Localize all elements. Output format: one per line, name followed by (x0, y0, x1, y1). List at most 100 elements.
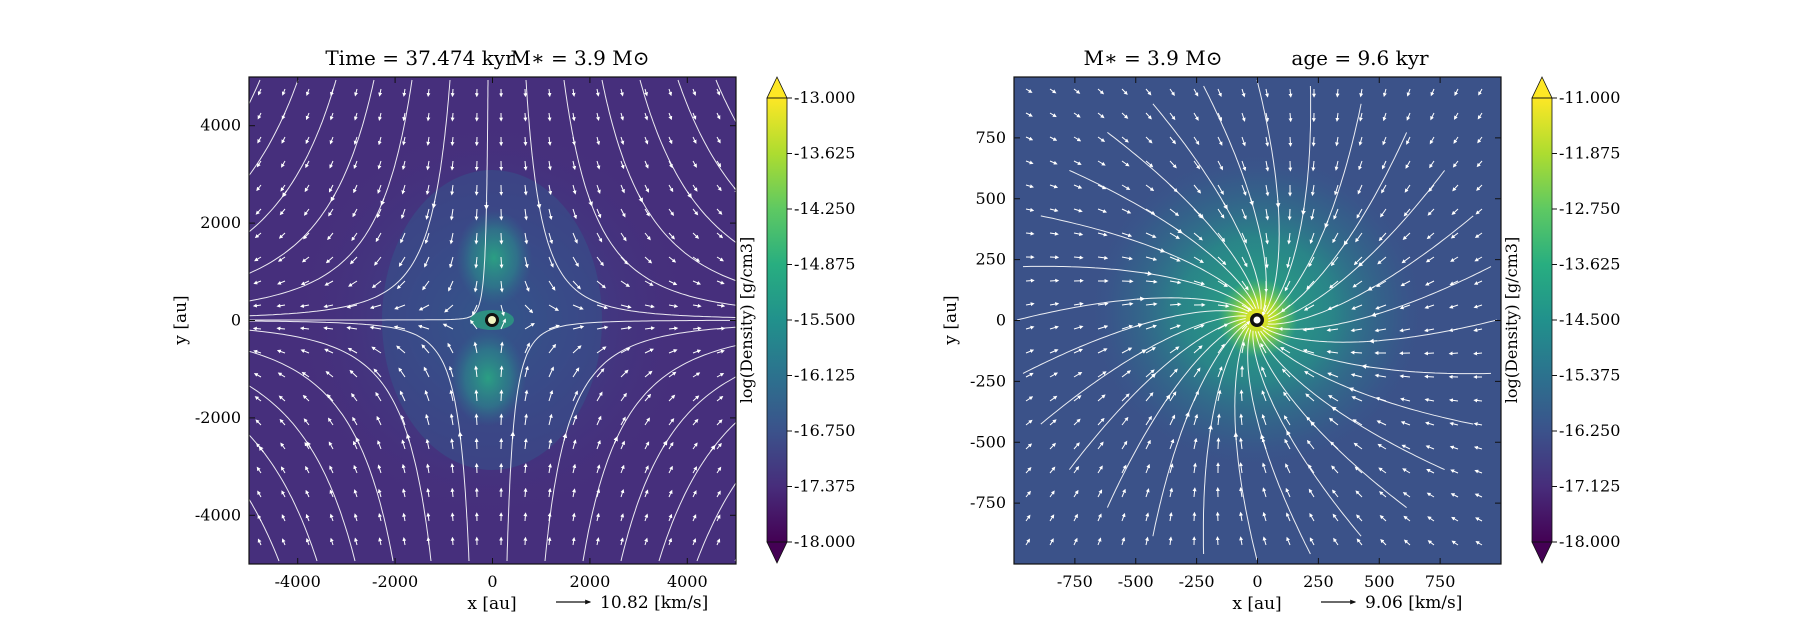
velocity-arrow (426, 488, 431, 498)
velocity-arrow (1374, 328, 1387, 333)
velocity-arrow (644, 112, 649, 121)
velocity-arrow (1073, 232, 1084, 237)
streamline (658, 421, 736, 562)
velocity-arrow (1265, 160, 1270, 172)
right-ytick-label: 0 (996, 311, 1006, 330)
velocity-arrow (1428, 184, 1435, 193)
left-ylabel: y [au] (171, 295, 191, 345)
velocity-arrow (1309, 232, 1315, 244)
velocity-arrow (547, 463, 552, 474)
velocity-arrow (1073, 465, 1080, 474)
velocity-arrow (668, 326, 679, 331)
velocity-arrow (1449, 445, 1459, 450)
velocity-arrow (1193, 136, 1200, 146)
left-xtick-label: 2000 (570, 572, 611, 591)
velocity-arrow (1025, 302, 1035, 307)
velocity-arrow (1265, 88, 1269, 98)
velocity-arrow (1169, 302, 1182, 307)
velocity-arrow (328, 184, 334, 193)
velocity-arrow (369, 325, 382, 330)
velocity-arrow (596, 304, 609, 310)
velocity-arrow (1425, 421, 1435, 426)
velocity-arrow (1073, 325, 1084, 330)
velocity-arrow (1453, 112, 1459, 120)
velocity-arrow (692, 442, 698, 450)
velocity-arrow (324, 348, 334, 354)
streamline-arrow (686, 191, 692, 199)
velocity-arrow (402, 136, 406, 146)
velocity-arrow (449, 256, 454, 269)
velocity-arrow (1331, 489, 1339, 498)
velocity-arrow (668, 184, 674, 193)
velocity-arrow (1284, 438, 1291, 450)
velocity-arrow (1477, 136, 1483, 144)
velocity-arrow (402, 512, 407, 522)
velocity-arrow (1261, 304, 1267, 317)
velocity-arrow (620, 112, 625, 121)
streamline-arrow (1367, 286, 1375, 291)
velocity-arrow (300, 280, 310, 285)
velocity-arrow (352, 208, 358, 218)
velocity-arrow (1284, 280, 1291, 292)
velocity-arrow (1193, 324, 1205, 330)
velocity-arrow (1193, 280, 1206, 286)
velocity-arrow (1025, 231, 1035, 236)
velocity-arrow (351, 232, 358, 242)
velocity-arrow (1049, 231, 1059, 236)
streamline-arrow (710, 444, 716, 452)
velocity-arrow (716, 232, 724, 239)
right-colorbar-label: log(Density) [g/cm3] (1502, 237, 1521, 403)
velocity-arrow (1354, 466, 1363, 474)
velocity-arrow (523, 487, 528, 498)
streamline (677, 79, 736, 191)
velocity-arrow (524, 413, 529, 426)
velocity-arrow (1358, 136, 1363, 146)
velocity-arrow (596, 488, 601, 498)
velocity-arrow (254, 256, 262, 262)
velocity-arrow (1478, 88, 1483, 96)
velocity-arrow (620, 304, 632, 309)
velocity-arrow (1025, 112, 1033, 117)
velocity-arrow (1355, 490, 1363, 498)
velocity-arrow (1097, 417, 1105, 426)
streamline (1234, 327, 1258, 561)
right-ytick-label: -750 (970, 493, 1006, 512)
left-xtick-label: 4000 (667, 572, 708, 591)
velocity-arrow (1049, 538, 1054, 546)
velocity-arrow (644, 232, 651, 241)
velocity-arrow (1357, 184, 1363, 195)
velocity-arrow (425, 184, 430, 196)
streamline-arrow (431, 200, 437, 209)
velocity-arrow (644, 326, 655, 331)
velocity-arrow (1049, 325, 1059, 330)
velocity-arrow (1097, 136, 1106, 142)
velocity-arrow (1262, 511, 1267, 522)
velocity-arrow (304, 184, 310, 193)
velocity-arrow (620, 256, 629, 265)
velocity-arrow (1073, 489, 1079, 498)
velocity-arrow (1168, 536, 1173, 546)
velocity-arrow (668, 304, 679, 308)
velocity-arrow (1449, 280, 1459, 286)
velocity-arrow (1239, 536, 1244, 546)
velocity-arrow (596, 346, 607, 354)
velocity-arrow (1451, 516, 1459, 522)
left-colorbar-label: log(Density) [g/cm3] (737, 237, 756, 403)
velocity-arrow (1241, 341, 1246, 354)
velocity-arrow (716, 419, 723, 426)
streamline (696, 481, 736, 562)
velocity-arrow (1448, 398, 1459, 403)
velocity-arrow (348, 280, 358, 287)
velocity-arrow (1073, 208, 1083, 213)
velocity-arrow (1358, 160, 1363, 171)
velocity-arrow (1049, 466, 1056, 474)
left-velocity-key-label: 10.82 [km/s] (600, 593, 708, 613)
right-panel: M∗ = 3.9 M⊙ age = 9.6 kyr -750 -500 -250 0 2… (941, 46, 1620, 614)
velocity-arrow (644, 465, 649, 474)
velocity-arrow (1241, 304, 1252, 311)
velocity-arrow (1145, 415, 1152, 426)
streamline (249, 385, 356, 562)
velocity-arrow (692, 303, 702, 308)
velocity-arrow (353, 464, 358, 474)
velocity-arrow (1216, 413, 1221, 426)
